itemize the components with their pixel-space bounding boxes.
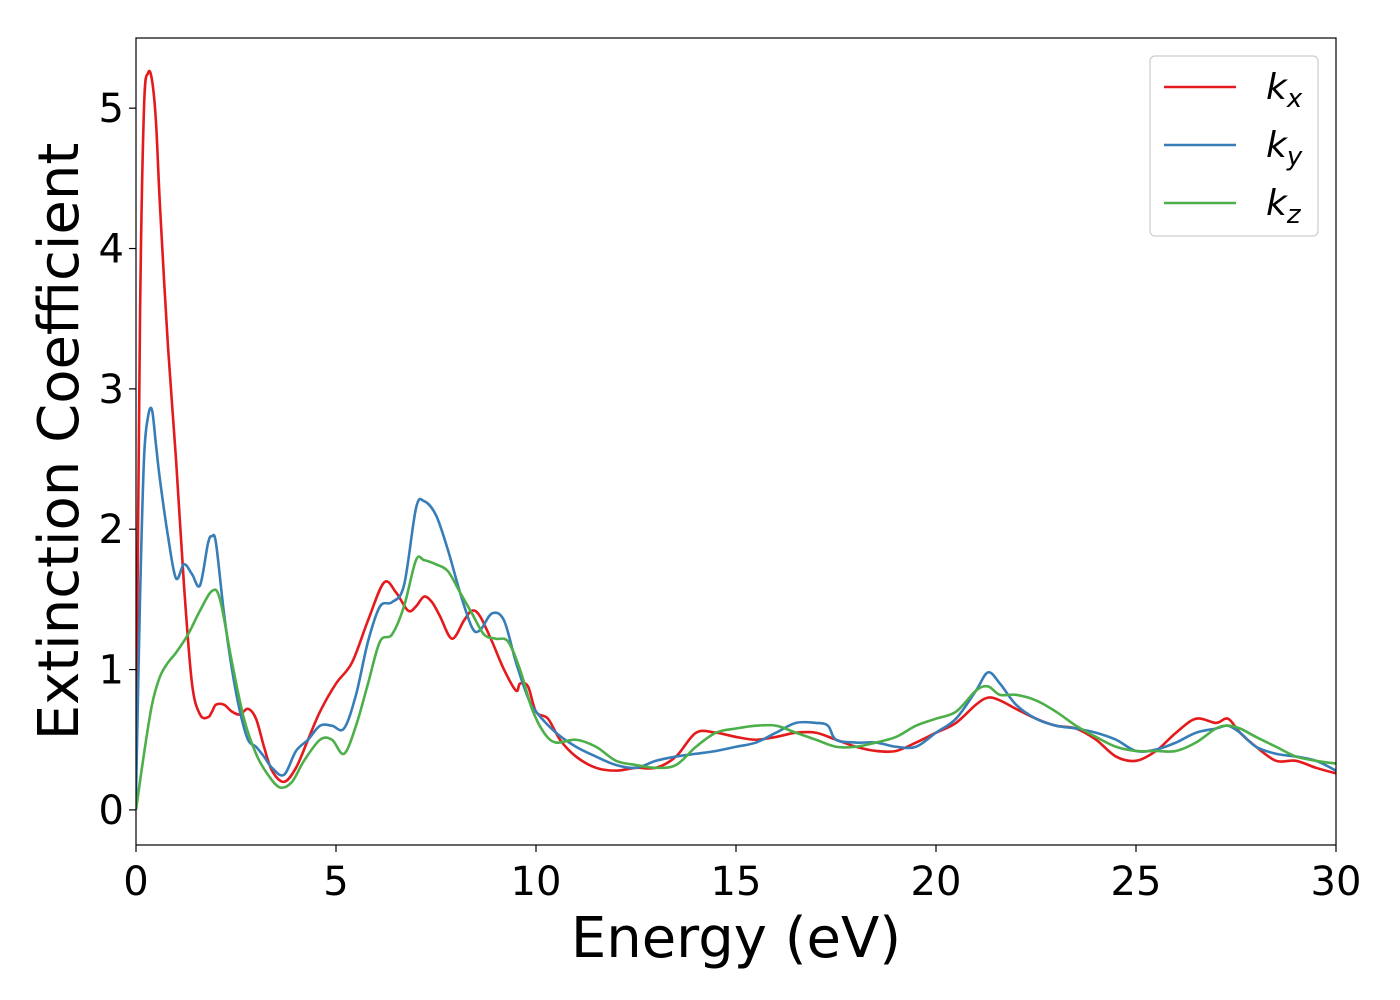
y-tick-label: 4 (99, 227, 124, 273)
x-tick-label: 0 (123, 859, 148, 905)
x-tick-label: 20 (911, 859, 962, 905)
x-axis-title: Energy (eV) (571, 906, 901, 971)
series-line-z (136, 555, 1336, 811)
x-tick-label: 5 (323, 859, 348, 905)
y-axis-title: Extinction Coefficient (27, 143, 92, 741)
y-tick-label: 2 (99, 507, 124, 553)
legend-label-z: kz (1266, 183, 1302, 230)
y-tick-label: 0 (99, 788, 124, 834)
legend-label-y: ky (1266, 125, 1303, 172)
y-tick-label: 5 (99, 86, 124, 132)
series-lines (136, 69, 1336, 811)
y-tick-label: 1 (99, 648, 124, 694)
x-tick-label: 30 (1311, 859, 1362, 905)
legend-label-x: kx (1266, 67, 1303, 114)
axis-ticks: 0 5 10 15 20 25 30 0 1 2 3 4 5 (99, 86, 1362, 905)
legend: kx ky kz (1149, 55, 1319, 237)
x-tick-label: 10 (511, 859, 562, 905)
y-tick-label: 3 (99, 367, 124, 413)
x-tick-label: 25 (1111, 859, 1162, 905)
x-tick-label: 15 (711, 859, 762, 905)
